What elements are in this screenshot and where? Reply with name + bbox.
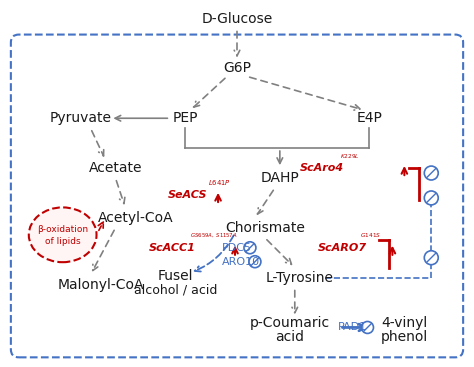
Text: acid: acid: [275, 330, 304, 344]
Text: ARO10: ARO10: [222, 257, 260, 267]
Text: alcohol / acid: alcohol / acid: [134, 283, 217, 296]
Text: p-Coumaric: p-Coumaric: [250, 316, 330, 330]
Text: Pyruvate: Pyruvate: [50, 111, 111, 125]
Text: PDC5: PDC5: [222, 243, 252, 253]
Text: ScACC1: ScACC1: [148, 243, 195, 253]
Text: $^{L641P}$: $^{L641P}$: [208, 180, 231, 190]
Circle shape: [424, 251, 438, 265]
Circle shape: [244, 242, 256, 254]
Text: Chorismate: Chorismate: [225, 221, 305, 235]
Text: ScARO7: ScARO7: [318, 243, 367, 253]
Text: G6P: G6P: [223, 61, 251, 76]
Text: D-Glucose: D-Glucose: [201, 12, 273, 26]
Text: Acetyl-CoA: Acetyl-CoA: [98, 211, 173, 225]
Text: ScAro4: ScAro4: [300, 163, 344, 173]
Text: phenol: phenol: [381, 330, 428, 344]
Text: $^{K229L}$: $^{K229L}$: [339, 153, 359, 162]
Circle shape: [424, 191, 438, 205]
Text: 4-vinyl: 4-vinyl: [381, 316, 428, 330]
Text: Fusel: Fusel: [157, 269, 193, 283]
Text: DAHP: DAHP: [260, 171, 299, 185]
Text: SeACS: SeACS: [168, 190, 208, 200]
Text: PAD1: PAD1: [337, 323, 367, 333]
Text: of lipids: of lipids: [45, 237, 81, 246]
Text: PEP: PEP: [173, 111, 198, 125]
Text: $^{GS659A,\ S1157A}$: $^{GS659A,\ S1157A}$: [190, 233, 238, 242]
Text: β-oxidation: β-oxidation: [37, 225, 88, 234]
Text: Malonyl-CoA: Malonyl-CoA: [57, 277, 144, 292]
Ellipse shape: [29, 207, 97, 262]
Text: $^{G141S}$: $^{G141S}$: [360, 233, 381, 242]
Text: L-Tyrosine: L-Tyrosine: [266, 270, 334, 285]
Text: E4P: E4P: [356, 111, 383, 125]
Circle shape: [362, 321, 374, 334]
Circle shape: [424, 166, 438, 180]
Text: Acetate: Acetate: [89, 161, 142, 175]
Circle shape: [249, 256, 261, 268]
